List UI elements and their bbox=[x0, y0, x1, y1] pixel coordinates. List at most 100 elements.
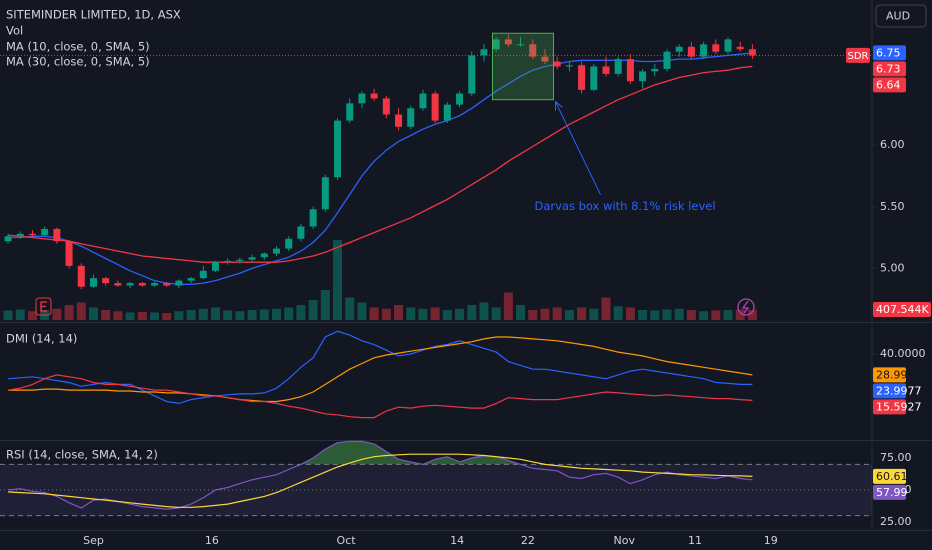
volume-bar bbox=[638, 310, 648, 320]
candle-body bbox=[529, 44, 537, 57]
x-tick-label: Sep bbox=[83, 534, 104, 547]
volume-bar bbox=[64, 305, 74, 320]
earnings-icon bbox=[35, 297, 52, 316]
candle-body bbox=[114, 283, 122, 286]
volume-bar bbox=[101, 310, 111, 320]
last-value-box bbox=[873, 383, 906, 399]
volume-bar bbox=[650, 310, 660, 320]
volume-bar bbox=[601, 297, 611, 320]
volume-bar bbox=[467, 305, 477, 320]
volume-bar bbox=[162, 313, 172, 320]
candle-body bbox=[248, 257, 256, 260]
annotation-text: Darvas box with 8.1% risk level bbox=[534, 199, 715, 213]
candle-body bbox=[651, 68, 659, 72]
indicator-line bbox=[8, 440, 753, 510]
volume-bar bbox=[333, 240, 343, 320]
currency-label[interactable]: AUD bbox=[886, 10, 910, 23]
last-value-label: 6.73 bbox=[876, 62, 901, 75]
candle-body bbox=[211, 262, 219, 271]
y-tick-label: 75.00 bbox=[880, 451, 912, 464]
x-tick-label: 16 bbox=[205, 534, 219, 547]
volume-bar bbox=[613, 306, 623, 320]
candle-body bbox=[175, 280, 183, 286]
pane-title: DMI (14, 14) bbox=[6, 332, 77, 346]
y-tick-label: 5.00 bbox=[880, 261, 905, 274]
candle-body bbox=[273, 248, 281, 254]
volume-bar bbox=[381, 308, 391, 320]
candle-body bbox=[358, 93, 366, 104]
candle-body bbox=[614, 59, 622, 74]
candle-body bbox=[504, 39, 512, 45]
volume-bar bbox=[320, 290, 330, 320]
volume-bar bbox=[699, 311, 709, 320]
volume-bar bbox=[210, 307, 220, 320]
last-value-box bbox=[873, 77, 906, 93]
legend-entry: Vol bbox=[6, 24, 23, 38]
candle-body bbox=[102, 278, 110, 284]
volume-bar bbox=[747, 309, 757, 320]
candle-body bbox=[65, 241, 73, 266]
candle-body bbox=[138, 283, 146, 286]
candle-body bbox=[346, 103, 354, 121]
candle-body bbox=[395, 114, 403, 127]
indicator-line bbox=[8, 374, 753, 419]
volume-bar bbox=[540, 308, 550, 320]
volume-bar bbox=[272, 308, 282, 320]
candle-body bbox=[443, 104, 451, 121]
volume-bar bbox=[308, 300, 318, 320]
last-value-label: 57.99 bbox=[876, 486, 908, 499]
volume-bar bbox=[88, 307, 98, 320]
candle-body bbox=[89, 278, 97, 287]
candle-body bbox=[748, 49, 756, 56]
candle-body bbox=[163, 283, 171, 286]
candle-body bbox=[736, 46, 744, 50]
volume-value-label: 407.544K bbox=[876, 303, 929, 316]
volume-bar bbox=[259, 309, 269, 320]
currency-box[interactable] bbox=[875, 4, 927, 28]
volume-bar bbox=[52, 308, 62, 320]
candle-body bbox=[187, 278, 195, 281]
volume-bar bbox=[357, 302, 367, 320]
indicator-line bbox=[8, 330, 753, 405]
legend-entry: MA (10, close, 0, SMA, 5) bbox=[6, 40, 150, 54]
volume-bar bbox=[137, 312, 147, 320]
candle-body bbox=[41, 228, 49, 236]
indicator-line bbox=[8, 453, 753, 508]
candle-body bbox=[419, 93, 427, 109]
candle-body bbox=[626, 59, 634, 82]
volume-bar bbox=[345, 297, 355, 320]
volume-bar bbox=[528, 310, 538, 320]
volume-bar bbox=[442, 310, 452, 320]
last-value-box bbox=[873, 468, 906, 484]
volume-bar bbox=[369, 307, 379, 320]
candle-body bbox=[382, 98, 390, 115]
volume-bar bbox=[418, 308, 428, 320]
volume-bar bbox=[3, 310, 13, 320]
candle-body bbox=[297, 226, 305, 239]
volume-bar bbox=[686, 310, 696, 320]
candle-body bbox=[565, 65, 573, 67]
candle-body bbox=[4, 236, 12, 242]
volume-bar bbox=[198, 308, 208, 320]
candle-body bbox=[260, 253, 268, 258]
volume-bar bbox=[430, 307, 440, 320]
candle-body bbox=[431, 93, 439, 121]
volume-bar bbox=[235, 311, 245, 320]
y-tick-label: 25.00 bbox=[880, 515, 912, 528]
last-value-box bbox=[873, 484, 906, 500]
volume-bar bbox=[503, 292, 513, 320]
x-tick-label: Nov bbox=[614, 534, 636, 547]
last-value-label: 28.9991 bbox=[876, 368, 922, 381]
symbol-label: SDR bbox=[848, 51, 869, 62]
overbought-fill bbox=[300, 441, 521, 465]
volume-bar bbox=[186, 310, 196, 320]
volume-bar bbox=[662, 309, 672, 320]
volume-bar bbox=[479, 302, 489, 320]
annotation-arrow bbox=[555, 101, 601, 195]
candle-body bbox=[224, 260, 232, 263]
volume-bar bbox=[125, 312, 135, 320]
candle-body bbox=[639, 71, 647, 82]
volume-bar bbox=[735, 309, 745, 320]
